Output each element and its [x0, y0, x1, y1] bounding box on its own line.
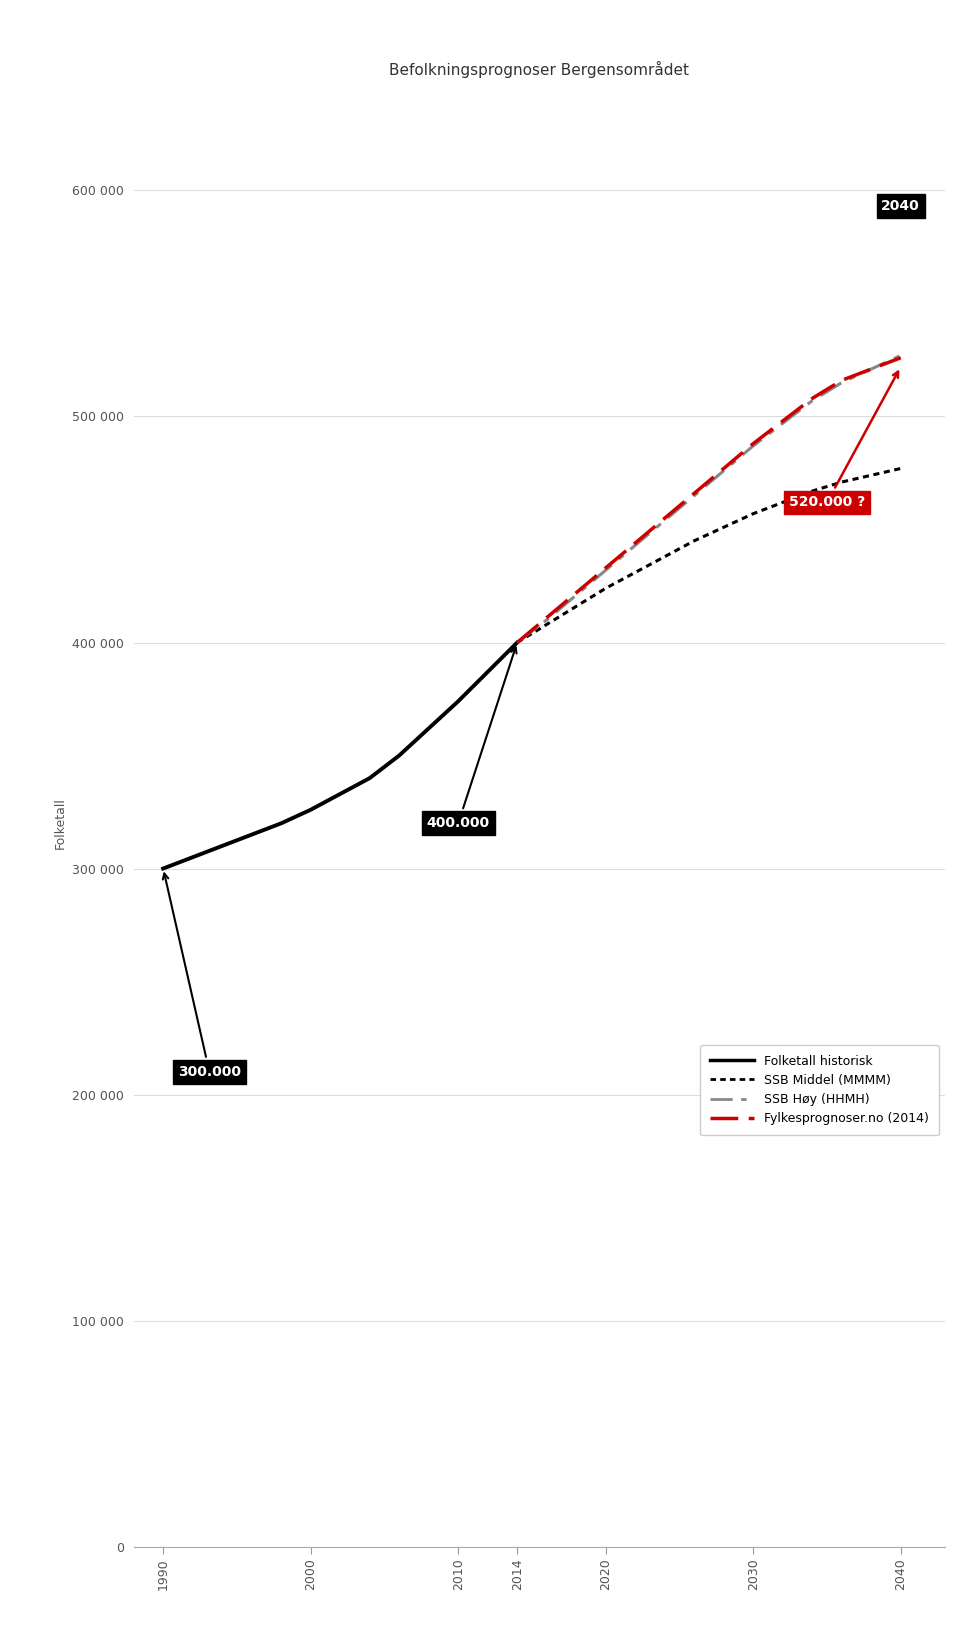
Y-axis label: Folketall: Folketall — [54, 798, 66, 848]
Text: 2040: 2040 — [881, 200, 920, 213]
Text: 520.000 ?: 520.000 ? — [789, 372, 899, 509]
Legend: Folketall historisk, SSB Middel (MMMM), SSB Høy (HHMH), Fylkesprognoser.no (2014: Folketall historisk, SSB Middel (MMMM), … — [700, 1045, 939, 1135]
Text: Befolkningsprognoser Bergensområdet: Befolkningsprognoser Bergensområdet — [390, 61, 689, 79]
Text: 400.000: 400.000 — [426, 647, 516, 830]
Text: 300.000: 300.000 — [163, 873, 241, 1079]
